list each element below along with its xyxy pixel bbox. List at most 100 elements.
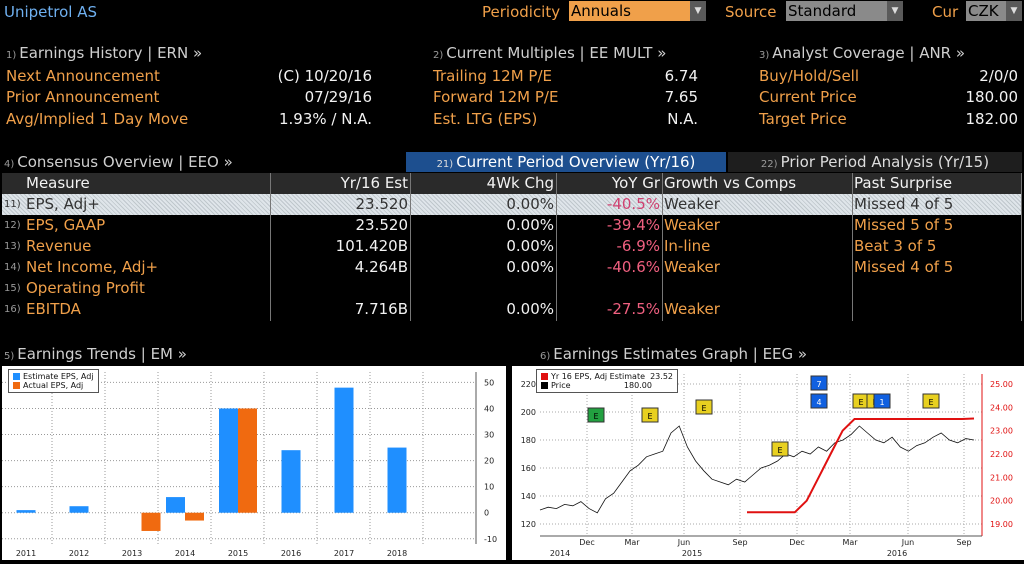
buy-hold-sell-value: 2/0/0 (979, 67, 1018, 85)
analyst-coverage-link[interactable]: 3) Analyst Coverage | ANR » (759, 44, 966, 62)
table-header: Measure Yr/16 Est 4Wk Chg YoY Gr Growth … (2, 173, 1022, 194)
prior-announcement-value: 07/29/16 (304, 88, 372, 106)
estimate-line (747, 417, 975, 514)
x-tick-label: 2015 (228, 549, 248, 558)
row-4wk (412, 278, 554, 299)
actual-bar (185, 512, 204, 521)
row-est: 23.520 (355, 195, 409, 213)
y-tick-label: 20 (484, 457, 494, 466)
row-4wk: 0.00% (506, 237, 554, 255)
periodicity-dropdown[interactable]: Annuals ▼ (569, 1, 706, 21)
earnings-estimates-svg: 120 140 160 180 200 220 19.00 20.00 21.00 22.00 23… (521, 374, 1013, 558)
row-yoy: -6.9% (616, 237, 660, 255)
col-surprise[interactable]: Past Surprise (854, 174, 953, 192)
actual-bar (238, 408, 257, 513)
col-measure[interactable]: Measure (26, 174, 90, 192)
row-surprise: Beat 3 of 5 (854, 237, 937, 255)
left-y-tick-label: 160 (521, 464, 536, 473)
table-row[interactable]: 16) EBITDA 7.716B 0.00% -27.5% Weaker (2, 299, 1022, 320)
row-yoy: -27.5% (606, 300, 660, 318)
x-tick-label: 2014 (175, 549, 195, 558)
col-yoy[interactable]: YoY Gr (611, 174, 660, 192)
row-number: 11) (4, 199, 21, 210)
col-est[interactable]: Yr/16 Est (340, 174, 408, 192)
estimate-bar (334, 387, 354, 513)
next-announcement-label: Next Announcement (6, 67, 160, 85)
x-tick-label: Mar (624, 538, 640, 547)
table-row[interactable]: 14) Net Income, Adj+ 4.264B 0.00% -40.6% Weak… (2, 257, 1022, 278)
event-marker-label: E (777, 446, 782, 455)
col-comps[interactable]: Growth vs Comps (664, 174, 797, 192)
row-number: 12) (4, 220, 21, 231)
row-comps (664, 278, 852, 299)
table-row[interactable]: 12) EPS, GAAP 23.520 0.00% -39.4% Weaker Misse… (2, 215, 1022, 236)
price-line (539, 425, 975, 514)
trailing-pe-value: 6.74 (664, 67, 698, 85)
estimate-bar (69, 506, 89, 513)
row-est: 7.716B (354, 300, 408, 318)
x-tick-label: Dec (579, 538, 594, 547)
event-marker (810, 393, 828, 409)
right-y-tick-label: 23.00 (990, 427, 1013, 436)
row-number: 16) (4, 304, 21, 315)
tab-current-period[interactable]: 21) Current Period Overview (Yr/16) (406, 152, 726, 172)
table-row[interactable]: 13) Revenue 101.420B 0.00% -6.9% In-line Beat … (2, 236, 1022, 257)
event-marker-label: E (593, 412, 598, 421)
x-year-label: 2016 (887, 549, 907, 558)
event-marker-label: E (858, 398, 863, 407)
left-y-tick-label: 180 (521, 436, 536, 445)
right-y-tick-label: 25.00 (990, 380, 1013, 389)
x-tick-label: 2012 (69, 549, 89, 558)
current-price-label: Current Price (759, 88, 857, 106)
event-marker (810, 375, 828, 391)
consensus-overview-link[interactable]: 4) Consensus Overview | EEO » (4, 153, 233, 171)
trailing-pe-label: Trailing 12M P/E (433, 67, 552, 85)
tab-prior-period[interactable]: 22) Prior Period Analysis (Yr/15) (728, 152, 1022, 172)
y-tick-label: 10 (484, 483, 494, 492)
right-y-tick-label: 21.00 (990, 473, 1013, 482)
table-row[interactable]: 15) Operating Profit (2, 278, 1022, 299)
row-number: 13) (4, 241, 21, 252)
row-yoy: -40.6% (606, 258, 660, 276)
y-tick-label: 50 (484, 378, 494, 387)
currency-dropdown[interactable]: CZK ▼ (966, 1, 1022, 21)
row-measure: EPS, GAAP (26, 216, 106, 234)
right-y-tick-label: 19.00 (990, 520, 1013, 529)
row-surprise: Missed 5 of 5 (854, 216, 954, 234)
forward-pe-value: 7.65 (664, 88, 698, 106)
row-comps: Weaker (664, 300, 720, 318)
event-marker-label: 1 (879, 398, 884, 407)
row-surprise (854, 299, 1022, 320)
x-tick-label: Sep (956, 538, 971, 547)
x-tick-label: 2011 (16, 549, 36, 558)
table-row[interactable]: 11) EPS, Adj+ 23.520 0.00% -40.5% Weaker Misse… (2, 194, 1022, 215)
estimate-bar (281, 450, 301, 513)
x-tick-label: Mar (842, 538, 858, 547)
event-marker (922, 393, 940, 409)
source-dropdown[interactable]: Standard ▼ (786, 1, 903, 21)
target-price-label: Target Price (759, 110, 847, 128)
row-measure: EBITDA (26, 300, 81, 318)
currency-label: Cur (932, 3, 959, 21)
earnings-trends-link[interactable]: 5) Earnings Trends | EM » (4, 345, 187, 363)
source-value: Standard (788, 2, 857, 20)
estimate-bar (219, 408, 238, 513)
row-comps: In-line (664, 237, 711, 255)
row-surprise: Missed 4 of 5 (854, 258, 954, 276)
current-multiples-link[interactable]: 2) Current Multiples | EE MULT » (433, 44, 667, 62)
row-measure: Net Income, Adj+ (26, 258, 159, 276)
x-tick-label: Sep (732, 538, 747, 547)
target-price-value: 182.00 (965, 110, 1019, 128)
row-4wk: 0.00% (506, 216, 554, 234)
earnings-history-link[interactable]: 1) Earnings History | ERN » (6, 44, 203, 62)
row-est: 101.420B (335, 237, 408, 255)
row-yoy: -40.5% (606, 195, 660, 213)
actual-bar (141, 512, 161, 531)
avg-move-value: 1.93% / N.A. (279, 110, 372, 128)
avg-move-label: Avg/Implied 1 Day Move (6, 110, 189, 128)
earnings-graph-link[interactable]: 6) Earnings Estimates Graph | EEG » (540, 345, 808, 363)
buy-hold-sell-label: Buy/Hold/Sell (759, 67, 860, 85)
x-tick-label: Dec (789, 538, 804, 547)
y-tick-label: 40 (484, 404, 494, 413)
col-4wk[interactable]: 4Wk Chg (486, 174, 554, 192)
